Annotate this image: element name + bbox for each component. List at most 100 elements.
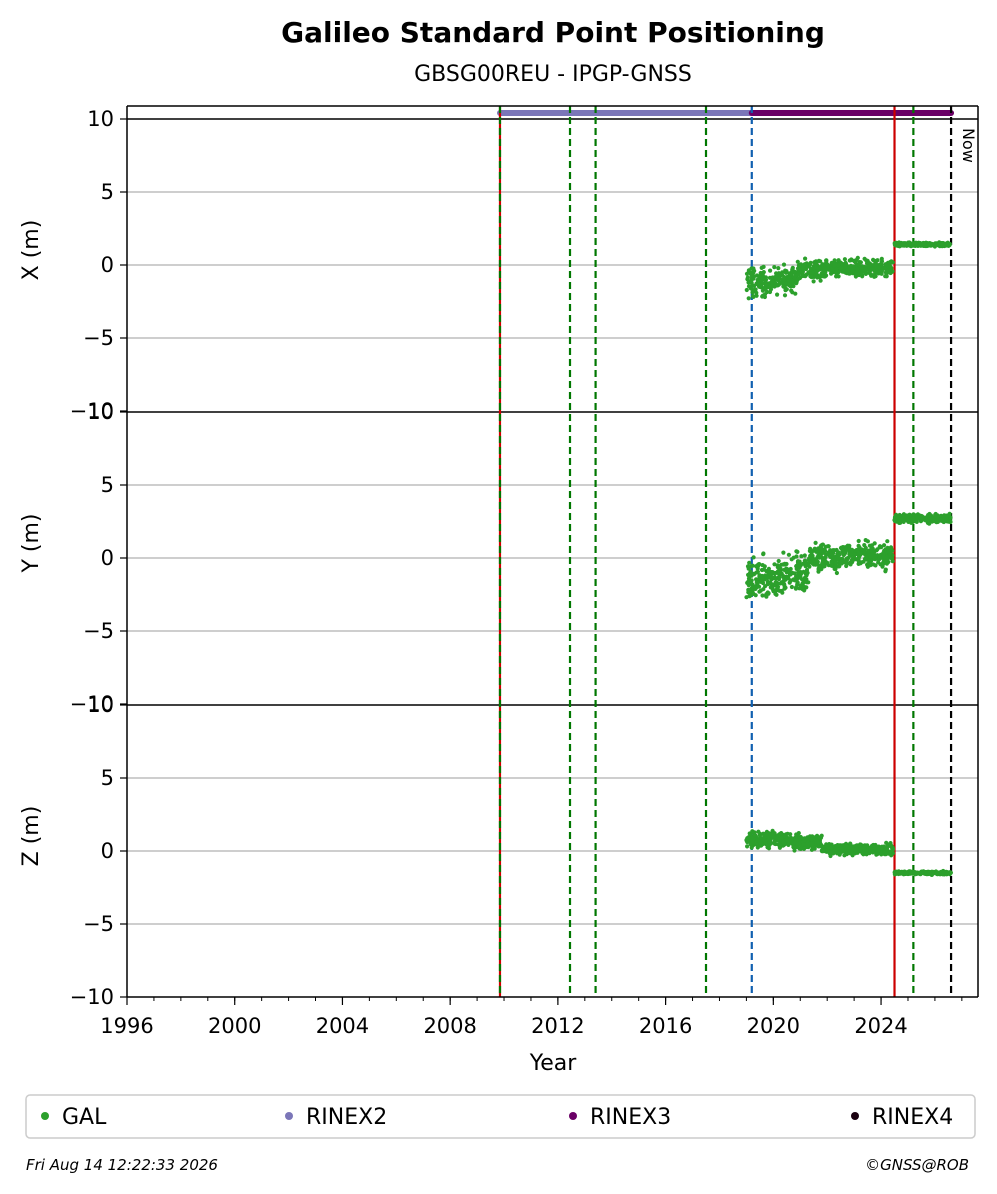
x-axis-label: Year <box>529 1051 578 1076</box>
gal-point <box>905 518 910 523</box>
gal-point <box>759 279 764 284</box>
gal-point <box>779 562 784 567</box>
gal-point <box>890 559 895 564</box>
gal-point <box>860 851 865 856</box>
gal-point <box>882 560 887 565</box>
gal-point <box>815 562 821 567</box>
gal-point <box>841 269 846 274</box>
gal-point <box>783 270 789 275</box>
gal-point <box>782 586 787 591</box>
gal-point <box>804 572 809 577</box>
gal-point <box>746 268 752 273</box>
gal-point <box>786 274 791 280</box>
gal-point <box>826 552 831 557</box>
gal-point <box>761 587 766 592</box>
gal-point <box>757 589 762 594</box>
gal-point <box>812 558 817 563</box>
gal-point <box>828 555 833 560</box>
gal-point <box>760 576 765 581</box>
gal-point <box>782 578 787 583</box>
gal-point <box>781 262 787 267</box>
gal-point <box>875 270 880 275</box>
gal-point <box>781 839 786 845</box>
gal-point <box>927 242 932 248</box>
gal-point <box>868 554 874 559</box>
legend-label-gal: GAL <box>62 1105 107 1130</box>
gal-point <box>748 578 753 584</box>
gal-point <box>850 269 855 274</box>
gal-point <box>911 518 916 523</box>
gal-point <box>773 281 778 286</box>
gal-point <box>946 519 951 524</box>
y-tick-label: −5 <box>83 326 114 350</box>
gal-point <box>772 831 777 836</box>
gal-point <box>844 563 849 569</box>
gal-point <box>757 839 762 844</box>
gal-point <box>771 589 776 594</box>
gal-point <box>829 270 834 275</box>
x-tick-label: 2012 <box>531 1014 584 1038</box>
gal-point <box>876 560 881 565</box>
gal-point <box>834 570 840 576</box>
gal-point <box>835 850 840 856</box>
gal-point <box>816 835 822 840</box>
gal-point <box>766 570 772 575</box>
gal-point <box>873 557 878 562</box>
gal-point <box>842 853 847 858</box>
gal-point <box>783 288 788 293</box>
gal-point <box>886 549 891 554</box>
gal-point <box>814 548 820 553</box>
legend-marker-rinex3 <box>569 1112 577 1120</box>
footer-timestamp: Fri Aug 14 12:22:33 2026 <box>26 1156 218 1174</box>
gal-point <box>781 281 786 286</box>
gal-point <box>824 273 829 278</box>
gal-point <box>782 567 787 573</box>
gal-point <box>820 844 825 850</box>
y-tick-label: 10 <box>87 400 114 424</box>
gal-point <box>947 514 952 519</box>
gal-point <box>862 549 867 554</box>
gal-point <box>934 870 940 876</box>
gal-point <box>768 580 773 585</box>
gal-point <box>792 275 797 280</box>
gal-series-x <box>744 240 952 301</box>
gal-point <box>809 274 814 280</box>
gal-point <box>809 837 814 842</box>
gal-point <box>801 584 806 589</box>
gal-point <box>944 872 949 877</box>
gal-point <box>820 262 825 267</box>
gal-point <box>752 268 757 273</box>
gal-point <box>772 265 777 270</box>
x-tick-label: 2020 <box>747 1014 800 1038</box>
y-tick-label: −5 <box>83 619 114 643</box>
gal-point <box>763 280 768 285</box>
x-tick-label: 1996 <box>100 1014 153 1038</box>
gal-point <box>844 556 850 561</box>
gal-point <box>824 258 829 263</box>
gal-point <box>901 242 906 247</box>
gal-point <box>874 263 879 268</box>
gal-point <box>750 838 755 843</box>
gal-point <box>769 279 775 284</box>
gal-point <box>853 259 858 264</box>
gal-point <box>885 849 890 854</box>
gal-point <box>755 569 761 574</box>
gal-point <box>865 258 870 263</box>
y-tick-label: −5 <box>83 912 114 936</box>
gal-point <box>800 561 806 566</box>
gal-point <box>941 870 946 875</box>
gal-point <box>792 578 797 583</box>
gal-point <box>801 846 807 852</box>
gal-point <box>860 274 865 279</box>
gal-point <box>867 851 872 856</box>
gal-point <box>760 276 765 281</box>
gal-point <box>897 519 903 524</box>
legend-marker-rinex2 <box>285 1112 293 1120</box>
gal-point <box>868 561 873 566</box>
legend-label-rinex3: RINEX3 <box>590 1105 671 1130</box>
gal-point <box>922 241 927 246</box>
gal-point <box>888 849 893 854</box>
now-label: Now <box>959 128 978 163</box>
gal-point <box>908 871 913 876</box>
gal-point <box>921 869 926 874</box>
